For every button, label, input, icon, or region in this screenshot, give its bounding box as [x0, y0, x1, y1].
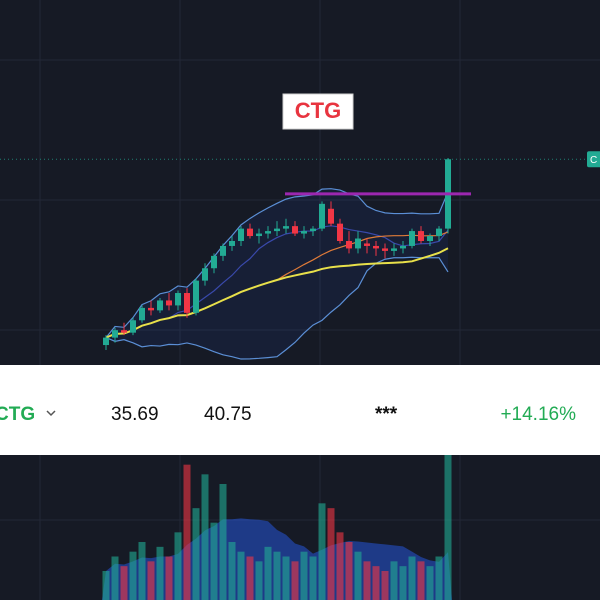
candle-body: [175, 293, 181, 306]
volume-bar: [147, 561, 155, 600]
candle-body: [121, 330, 127, 333]
volume-bar: [255, 561, 263, 600]
candle-body: [328, 208, 334, 224]
candle-body: [364, 243, 370, 246]
volume-bar: [372, 566, 380, 600]
volume-bar: [381, 571, 389, 600]
candle-body: [166, 300, 172, 306]
volume-bar: [138, 542, 146, 600]
high: 40.75: [204, 404, 252, 425]
candle-body: [283, 226, 289, 229]
candle-body: [337, 223, 343, 241]
candle-body: [256, 233, 262, 237]
volume-bar: [192, 508, 200, 600]
volume-bar: [390, 561, 398, 600]
candle-body: [184, 293, 190, 313]
volume-bar: [219, 484, 227, 600]
candle-body: [391, 248, 397, 251]
candle-layer: [103, 158, 451, 350]
volume-bar: [111, 556, 119, 600]
volume-bar: [318, 503, 326, 600]
volume-bar: [237, 551, 245, 600]
candle-body: [418, 231, 424, 241]
masked-value: ***: [375, 404, 398, 425]
candle-body: [382, 248, 388, 251]
volume-bar: [201, 474, 209, 600]
bollinger-lower: [105, 256, 449, 360]
candle-body: [229, 240, 235, 246]
candle-body: [301, 231, 307, 234]
volume-bar: [327, 508, 335, 600]
dropdown-icon[interactable]: [46, 410, 56, 417]
volume-bar: [309, 556, 317, 600]
title-badge: CTG: [295, 98, 341, 123]
candle-body: [319, 203, 325, 229]
volume-bar: [363, 561, 371, 600]
volume-bar: [444, 455, 452, 600]
volume-bar: [120, 566, 128, 600]
candle-body: [373, 245, 379, 249]
volume-bar: [273, 551, 281, 600]
volume-bar: [264, 546, 272, 600]
candle-body: [355, 238, 361, 249]
volume-bar: [300, 551, 308, 600]
volume-bar: [246, 556, 254, 600]
candle-body: [400, 245, 406, 249]
price: 35.69: [111, 404, 159, 425]
candle-body: [265, 231, 271, 234]
symbol[interactable]: CTG: [0, 404, 35, 425]
candle-body: [346, 240, 352, 249]
price-label-box: [587, 151, 600, 168]
title-badge-box: [282, 93, 354, 130]
watchlist-row[interactable]: [0, 365, 600, 455]
volume-bar: [435, 556, 443, 600]
volume-bar: [417, 561, 425, 600]
volume-bar: [426, 566, 434, 600]
change: +14.16%: [500, 404, 576, 425]
indicator-layer: [105, 188, 449, 360]
overlay-layer: C: [0, 151, 600, 196]
volume-bar: [282, 556, 290, 600]
candle-body: [292, 226, 298, 234]
volume-bar: [408, 556, 416, 600]
volume-bar: [399, 566, 407, 600]
candle-body: [409, 231, 415, 246]
volume-bar: [291, 561, 299, 600]
candle-body: [310, 228, 316, 232]
bollinger-upper: [105, 188, 449, 338]
bollinger-fill: [106, 188, 448, 360]
candle-body: [202, 268, 208, 281]
candle-body: [130, 320, 136, 333]
candle-body: [148, 307, 154, 311]
candle-body: [139, 307, 145, 321]
candle-body: [220, 245, 226, 256]
volume-bar: [345, 542, 353, 600]
volume-bar: [210, 522, 218, 600]
volume-bar: [174, 532, 182, 600]
volume-bar: [156, 546, 164, 600]
price-label: C: [590, 155, 597, 166]
candle-body: [427, 236, 433, 241]
volume-bar: [183, 464, 191, 600]
volume-bar: [336, 532, 344, 600]
candle-body: [112, 330, 118, 338]
candle-body: [103, 337, 109, 346]
volume-layer: [102, 455, 452, 600]
volume-bar: [165, 556, 173, 600]
volume-bar: [129, 551, 137, 600]
candle-body: [193, 280, 199, 313]
moving-average-long: [105, 247, 449, 339]
volume-bar: [228, 542, 236, 600]
candle-body: [238, 228, 244, 241]
candle-body: [247, 228, 253, 237]
volume-bar: [102, 571, 110, 600]
candle-body: [211, 255, 217, 269]
candle-body: [274, 228, 280, 232]
candle-body: [436, 228, 442, 237]
candle-body: [157, 300, 163, 311]
volume-bar: [354, 551, 362, 600]
